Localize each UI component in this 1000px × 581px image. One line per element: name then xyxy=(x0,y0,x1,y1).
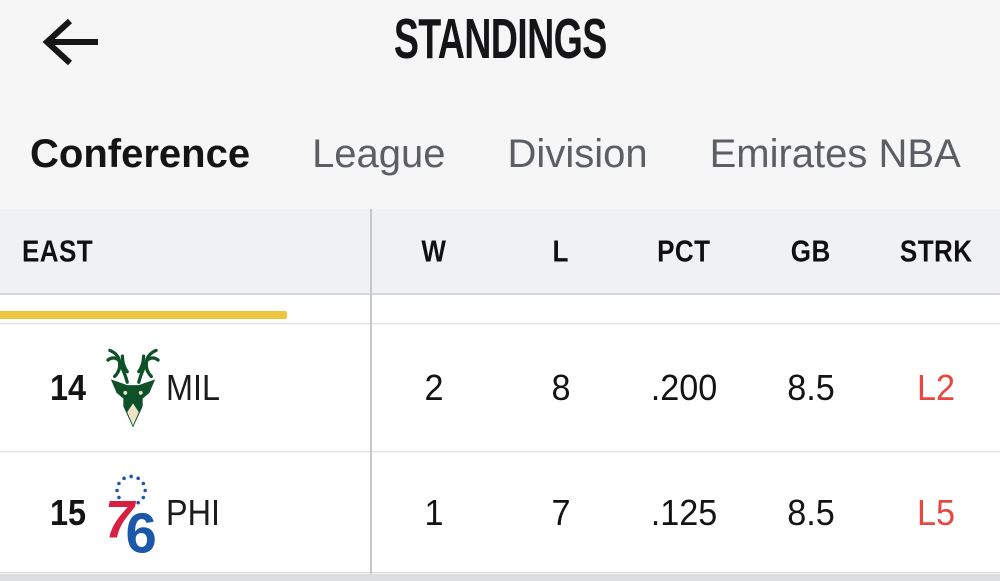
next-section-edge xyxy=(0,574,1000,581)
arrow-left-icon xyxy=(42,18,98,66)
cell-losses: 8 xyxy=(551,367,571,408)
milwaukee-bucks-logo-icon xyxy=(103,347,163,429)
table-row-mil[interactable]: 14 xyxy=(0,325,1000,452)
tab-emirates-nba-cup[interactable]: Emirates NBA xyxy=(709,132,961,176)
active-tab-indicator xyxy=(0,311,287,319)
cell-streak: L5 xyxy=(916,491,956,533)
column-header-gb: GB xyxy=(791,233,831,269)
page-title: STANDINGS xyxy=(393,7,607,71)
back-button[interactable] xyxy=(36,10,106,74)
tab-conference[interactable]: Conference xyxy=(30,132,251,176)
tab-division[interactable]: Division xyxy=(507,132,648,176)
svg-text:7: 7 xyxy=(105,490,137,549)
conference-section-label: EAST xyxy=(22,233,94,269)
cell-gb: 8.5 xyxy=(787,367,835,408)
column-header-pct: PCT xyxy=(657,233,711,269)
cell-losses: 7 xyxy=(551,491,571,533)
column-divider xyxy=(370,209,372,574)
table-row-phi[interactable]: 15 7 6 PHI 1 7 .125 xyxy=(0,453,1000,573)
column-header-l: L xyxy=(552,233,570,269)
table-row-partial xyxy=(0,295,1000,324)
column-header-strk: STRK xyxy=(899,233,973,269)
team-rank: 14 xyxy=(49,367,87,408)
table-header-row: EAST W L PCT GB STRK xyxy=(0,209,1000,295)
team-rank: 15 xyxy=(49,491,87,533)
cell-wins: 2 xyxy=(424,367,444,408)
cell-wins: 1 xyxy=(424,491,444,533)
tab-league[interactable]: League xyxy=(312,132,446,176)
tab-row: Conference League Division Emirates NBA xyxy=(30,110,1000,202)
cell-gb: 8.5 xyxy=(787,491,835,533)
cell-pct: .200 xyxy=(650,367,718,408)
cell-streak: L2 xyxy=(916,367,956,408)
tab-bar: Conference League Division Emirates NBA xyxy=(0,110,1000,319)
app-header: STANDINGS xyxy=(0,0,1000,110)
column-header-w: W xyxy=(421,233,447,269)
team-abbr: MIL xyxy=(166,367,221,408)
team-abbr: PHI xyxy=(166,491,221,533)
svg-text:6: 6 xyxy=(126,501,157,558)
cell-pct: .125 xyxy=(650,491,718,533)
philadelphia-76ers-logo-icon: 7 6 xyxy=(103,468,163,558)
